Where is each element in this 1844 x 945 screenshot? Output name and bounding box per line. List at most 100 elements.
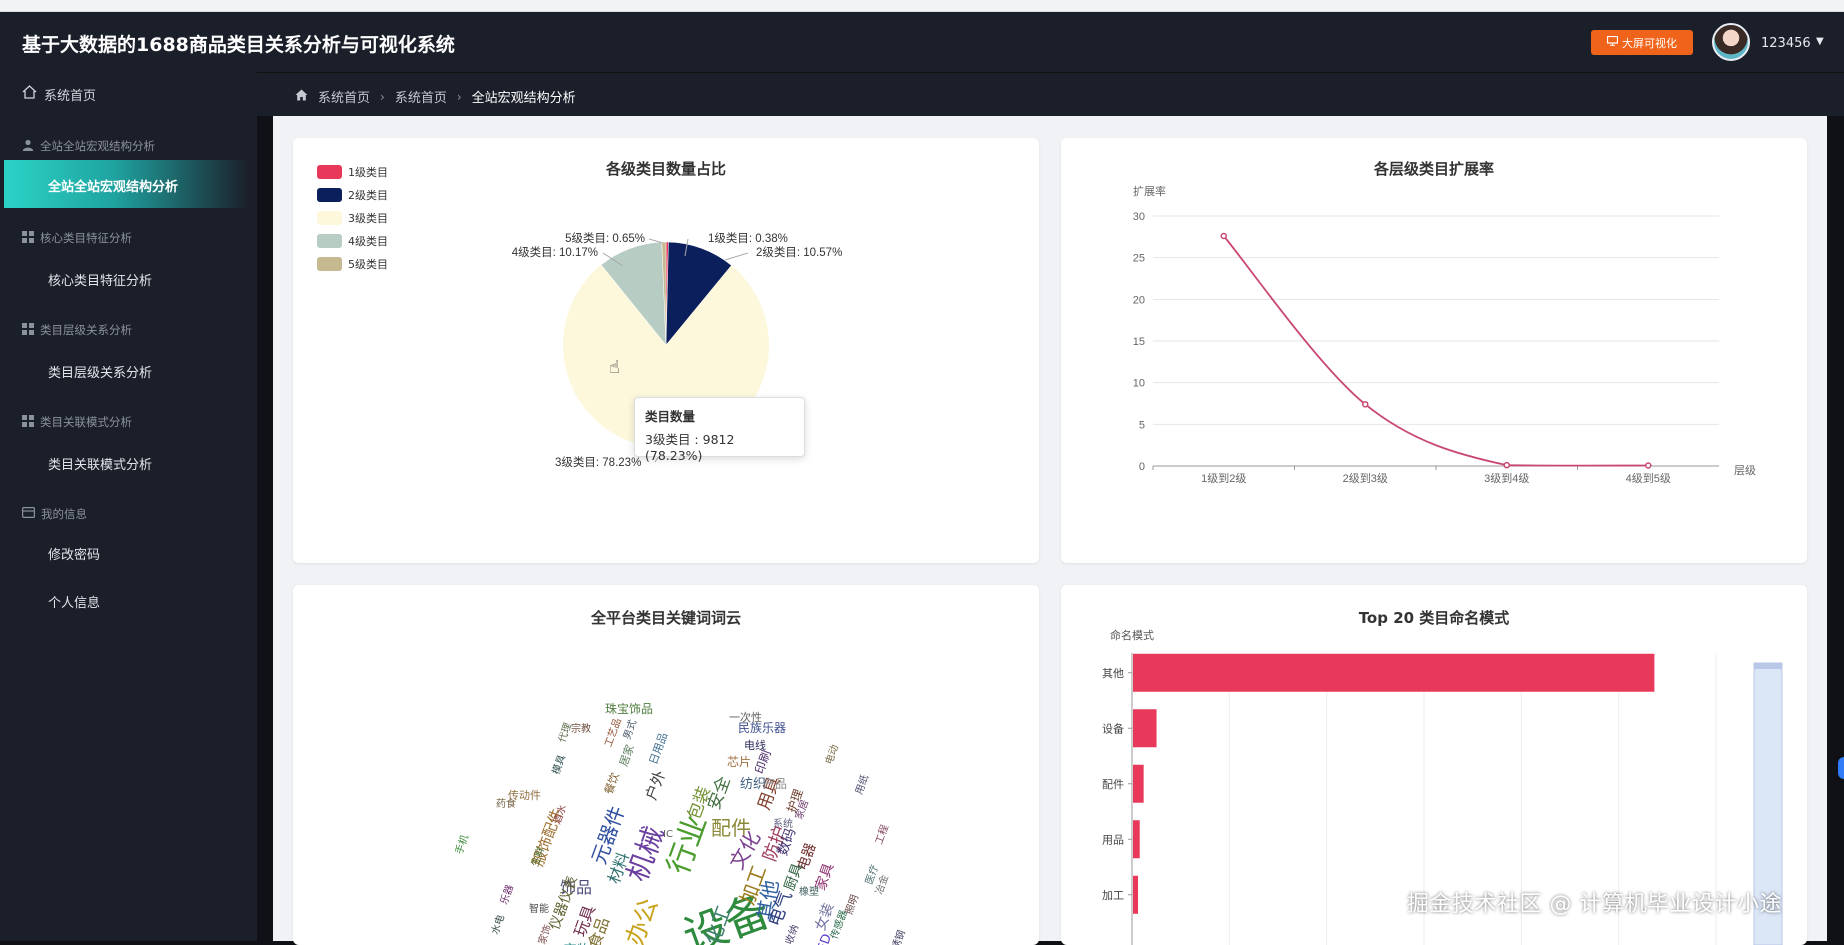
- sidebar-item-assoc[interactable]: 类目关联模式分析: [48, 458, 153, 473]
- cloud-word[interactable]: 饰品: [560, 878, 593, 897]
- cloud-word[interactable]: 居家: [617, 742, 637, 769]
- cloud-word[interactable]: 用纸: [853, 773, 872, 797]
- legend-label: 5级类目: [348, 257, 388, 271]
- sidebar-group-label: 核心类目特征分析: [40, 231, 132, 245]
- legend-item[interactable]: 1级类目: [317, 160, 388, 183]
- pie-chart[interactable]: 1级类目: 0.38%2级类目: 10.57% 3级类目: 78.23% 4级类目:…: [293, 138, 1039, 563]
- sidebar-group-level[interactable]: 类目层级关系分析: [22, 322, 132, 338]
- cloud-word[interactable]: 餐饮: [602, 770, 622, 797]
- legend-item[interactable]: 3级类目: [317, 206, 388, 229]
- sidebar-group-core[interactable]: 核心类目特征分析: [22, 230, 132, 246]
- scroll-handle[interactable]: [1838, 757, 1844, 779]
- cloud-word[interactable]: 日用品: [646, 730, 671, 767]
- cloud-word[interactable]: 印刷: [752, 748, 774, 776]
- pie-label: 2级类目: 10.57%: [756, 245, 842, 259]
- cloud-word[interactable]: 橡塑: [799, 887, 819, 898]
- bigscreen-button[interactable]: 大屏可视化: [1591, 30, 1693, 55]
- legend-label: 2级类目: [348, 188, 388, 202]
- cloud-word[interactable]: 电动: [823, 743, 842, 767]
- cloud-word[interactable]: IC: [663, 829, 673, 840]
- cloud-word[interactable]: 配件: [711, 816, 751, 840]
- y-tick-label: 用品: [1102, 833, 1124, 846]
- cloud-word[interactable]: 工艺品: [603, 716, 624, 749]
- tooltip-body: 3级类目 : 9812 (78.23%): [645, 432, 735, 463]
- y-tick-label: 配件: [1102, 778, 1124, 791]
- cloud-word[interactable]: 水电: [489, 913, 508, 937]
- breadcrumb-item[interactable]: 系统首页: [318, 91, 371, 106]
- cloud-word[interactable]: 安全: [704, 773, 735, 813]
- x-tick-label: 2级到3级: [1343, 472, 1388, 485]
- legend-item[interactable]: 4级类目: [317, 229, 388, 252]
- cloud-word[interactable]: 智能: [529, 904, 549, 915]
- sidebar-item-home[interactable]: 系统首页: [0, 72, 257, 112]
- y-tick-label: 设备: [1102, 721, 1124, 735]
- sidebar-group-label: 全站全站宏观结构分析: [40, 139, 155, 153]
- cloud-word[interactable]: 珠宝饰品: [605, 702, 654, 716]
- cloud-word[interactable]: 芯片: [727, 755, 752, 769]
- bar-chart-card: Top 20 类目命名模式 命名模式 其他 设备 配件 用品 加工: [1061, 585, 1807, 945]
- y-axis-label: 扩展率: [1133, 184, 1166, 198]
- cloud-word[interactable]: 户外: [641, 768, 670, 803]
- cloud-word[interactable]: 乐器: [498, 883, 517, 907]
- sidebar: 系统首页 全站全站宏观结构分析 全站全站宏观结构分析 核心类目特征分析 核心类目…: [0, 72, 257, 941]
- username[interactable]: 123456: [1761, 36, 1811, 51]
- cloud-word[interactable]: 民族乐器: [738, 721, 787, 735]
- legend-label: 1级类目: [348, 165, 388, 179]
- sidebar-group-label: 类目关联模式分析: [40, 415, 132, 429]
- legend-swatch: [317, 210, 342, 225]
- cloud-word[interactable]: 不锈钢: [887, 928, 908, 945]
- cloud-word[interactable]: 行业: [660, 810, 715, 880]
- sidebar-group-profile[interactable]: 我的信息: [22, 506, 87, 522]
- sidebar-item-core[interactable]: 核心类目特征分析: [48, 274, 153, 289]
- cloud-word[interactable]: 模具: [550, 753, 569, 777]
- app-title: 基于大数据的1688商品类目关系分析与可视化系统: [22, 34, 455, 56]
- cloud-word[interactable]: 工程: [873, 823, 892, 847]
- sidebar-item-profile[interactable]: 个人信息: [48, 596, 101, 611]
- cloud-word[interactable]: 酒水: [551, 803, 570, 827]
- legend-item[interactable]: 5级类目: [317, 252, 388, 275]
- cloud-word[interactable]: 家饰: [536, 923, 555, 945]
- cloud-word[interactable]: 收纳: [783, 923, 802, 945]
- sidebar-item-label: 系统首页: [44, 89, 97, 104]
- bigscreen-label: 大屏可视化: [1622, 36, 1677, 50]
- breadcrumb-item[interactable]: 系统首页: [394, 91, 447, 106]
- y-tick-label: 10: [1133, 378, 1145, 390]
- pie-chart-title: 各级类目数量占比: [605, 160, 726, 178]
- cloud-word[interactable]: 系统: [773, 819, 793, 830]
- legend-item[interactable]: 2级类目: [317, 183, 388, 206]
- sidebar-group-assoc[interactable]: 类目关联模式分析: [22, 414, 132, 430]
- pie-legend: 1级类目 2级类目 3级类目 4级类目 5级类目: [317, 160, 388, 275]
- cloud-word[interactable]: 药食: [496, 799, 516, 810]
- cloud-word[interactable]: 传动件: [508, 789, 541, 802]
- data-point: [1220, 232, 1227, 240]
- y-tick-label: 0: [1139, 461, 1145, 473]
- sidebar-item-macro[interactable]: 全站全站宏观结构分析: [48, 180, 179, 195]
- home-icon[interactable]: [295, 89, 308, 105]
- cloud-word[interactable]: 宗教: [571, 724, 591, 735]
- cloud-word[interactable]: 纺织: [740, 777, 767, 792]
- zoom-slider: [1753, 662, 1783, 945]
- cloud-word[interactable]: 一次性: [729, 711, 762, 724]
- cloud-word[interactable]: 照明: [843, 893, 862, 917]
- pie-label-line: [684, 238, 689, 257]
- cloud-word[interactable]: 手机: [453, 833, 472, 857]
- app-header: 基于大数据的1688商品类目关系分析与可视化系统 大屏可视化 123456 ▼: [0, 12, 1844, 72]
- avatar[interactable]: [1712, 23, 1750, 61]
- cloud-word[interactable]: 产品: [763, 777, 788, 791]
- bar-chart-title: Top 20 类目命名模式: [1358, 609, 1510, 627]
- cloud-word[interactable]: 电线: [744, 739, 766, 752]
- grid-icon: [22, 230, 34, 246]
- sidebar-item-level[interactable]: 类目层级关系分析: [48, 366, 153, 381]
- cloud-word[interactable]: 办公: [620, 894, 664, 945]
- sidebar-group-label: 类目层级关系分析: [40, 323, 132, 337]
- chevron-down-icon[interactable]: ▼: [1816, 36, 1824, 47]
- sidebar-item-change-password[interactable]: 修改密码: [48, 548, 101, 563]
- chevron-right-icon: ›: [456, 89, 462, 104]
- mouse-cursor-icon: ☝: [609, 357, 620, 378]
- cloud-word[interactable]: 男式: [621, 718, 640, 742]
- sidebar-group-macro[interactable]: 全站全站宏观结构分析: [22, 138, 155, 154]
- x-tick-label: 1级到2级: [1201, 472, 1246, 485]
- pie-slice: [661, 241, 667, 346]
